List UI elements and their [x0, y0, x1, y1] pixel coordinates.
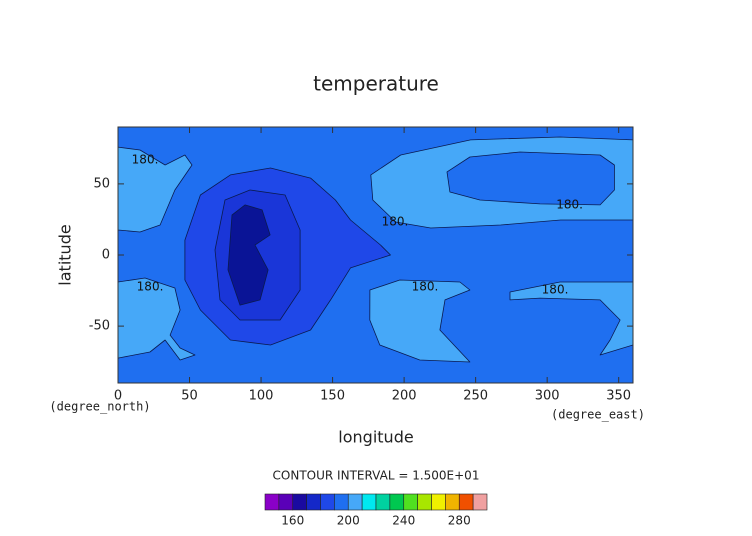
colorbar-box: [264, 493, 280, 511]
contour-label: 180.: [412, 280, 439, 294]
contour-region: [509, 281, 633, 356]
colorbar-box: [417, 493, 432, 511]
colorbar-tick-label: 280: [448, 514, 471, 528]
x-tick-label: 250: [463, 389, 488, 404]
contour-interval: CONTOUR INTERVAL = 1.500E+01: [273, 469, 480, 483]
colorbar-box: [292, 493, 307, 511]
contour-region: [118, 146, 193, 233]
x-tick-label: 300: [535, 389, 560, 404]
x-tick-label: 0: [114, 389, 122, 404]
contour-label: 180.: [137, 280, 164, 294]
y-tick-label: -50: [89, 319, 110, 334]
colorbar-box: [472, 493, 488, 511]
colorbar-tick-label: 160: [281, 514, 304, 528]
colorbar-box: [403, 493, 418, 511]
colorbar-box: [320, 493, 335, 511]
colorbar-box: [334, 493, 349, 511]
colorbar-box: [278, 493, 294, 511]
contour-region: [227, 204, 271, 306]
x-axis-label: longitude: [338, 428, 413, 447]
x-tick-label: 100: [249, 389, 274, 404]
colorbar-box: [347, 493, 363, 511]
x-tick-label: 150: [320, 389, 345, 404]
contour-region: [118, 277, 196, 361]
contour-label: 180.: [132, 152, 159, 166]
y-tick-label: 50: [93, 176, 110, 191]
x-units: (degree_east): [551, 408, 645, 422]
colorbar-box: [445, 493, 460, 511]
contour-label: 180.: [382, 215, 409, 229]
contour-label: 180.: [556, 197, 583, 211]
chart-title: temperature: [313, 72, 439, 96]
contour-region: [369, 279, 471, 363]
colorbar-tick-label: 200: [337, 514, 360, 528]
colorbar-tick-label: 240: [392, 514, 415, 528]
y-axis-label: latitude: [56, 224, 75, 285]
colorbar-box: [458, 493, 474, 511]
colorbar-box: [431, 493, 446, 511]
colorbar-box: [361, 493, 377, 511]
x-tick-label: 50: [181, 389, 198, 404]
colorbar-box: [306, 493, 321, 511]
y-units: (degree_north): [49, 400, 150, 414]
contour-label: 180.: [542, 282, 569, 296]
x-tick-label: 350: [606, 389, 631, 404]
contour-region: [446, 151, 615, 206]
colorbar-box: [375, 493, 391, 511]
y-tick-label: 0: [102, 248, 110, 263]
colorbar-box: [389, 493, 405, 511]
x-tick-label: 200: [392, 389, 417, 404]
